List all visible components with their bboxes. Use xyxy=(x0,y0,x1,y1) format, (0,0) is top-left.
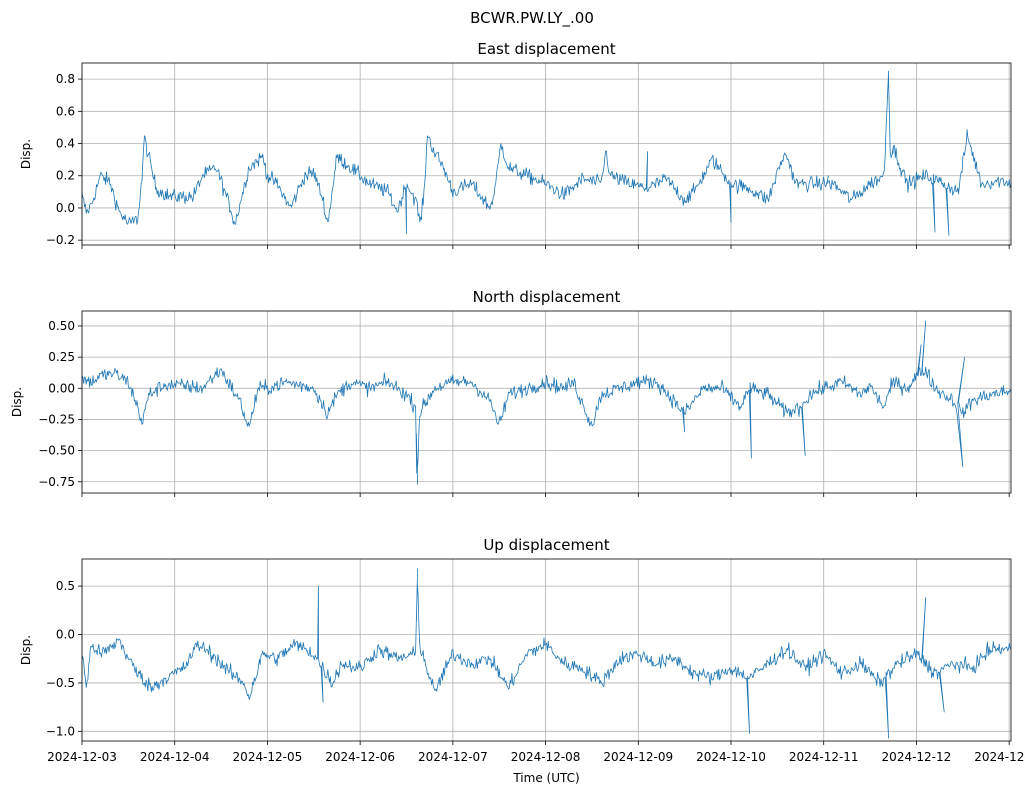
x-axis-label: Time (UTC) xyxy=(512,771,579,785)
up-ytick-label: −1.0 xyxy=(46,724,75,738)
xtick-label: 2024-12-04 xyxy=(140,750,210,764)
up-panel: −1.0 −0.5 0.0 0.5 2024-12-03 2024-12-04 2024-1… xyxy=(19,536,1025,764)
north-ytick-label: 0.00 xyxy=(48,381,75,395)
xtick-label: 2024-12-11 xyxy=(789,750,859,764)
north-ytick-label: −0.50 xyxy=(38,444,75,458)
north-grid xyxy=(81,311,1011,493)
north-series-line xyxy=(81,320,1012,485)
north-panel: −0.75 −0.50 −0.25 0.00 0.25 0.50 North displac… xyxy=(10,288,1012,497)
xtick-label: 2024-12-10 xyxy=(696,750,766,764)
xtick-label: 2024-12-07 xyxy=(418,750,488,764)
xtick-label: 2024-12-06 xyxy=(325,750,395,764)
up-ytick-label: −0.5 xyxy=(46,676,75,690)
east-ytick-label: 0.4 xyxy=(56,137,75,151)
north-ytick-label: −0.25 xyxy=(38,412,75,426)
xtick-label: 2024-12-08 xyxy=(511,750,581,764)
up-ylabel: Disp. xyxy=(19,635,33,665)
east-ytick-label: −0.2 xyxy=(46,233,75,247)
north-ylabel: Disp. xyxy=(10,387,24,417)
xtick-label: 2024-12-12 xyxy=(882,750,952,764)
east-axes-frame xyxy=(81,62,1012,246)
east-panel-title: East displacement xyxy=(477,40,615,58)
up-axes-frame xyxy=(81,558,1012,742)
xtick-label: 2024-12-05 xyxy=(233,750,303,764)
east-ytick-label: 0.8 xyxy=(56,72,75,86)
north-panel-title: North displacement xyxy=(473,288,621,306)
east-ytick-label: 0.2 xyxy=(56,169,75,183)
up-grid xyxy=(81,559,1011,741)
east-grid xyxy=(81,63,1011,245)
xtick-label: 2024-12-09 xyxy=(603,750,673,764)
up-panel-title: Up displacement xyxy=(483,536,609,554)
east-panel: −0.2 0.0 0.2 0.4 0.6 0.8 East displacement Disp… xyxy=(19,40,1012,249)
xtick-label: 2024-12-03 xyxy=(47,750,117,764)
north-ytick-label: 0.50 xyxy=(48,319,75,333)
east-ytick-label: 0.0 xyxy=(56,201,75,215)
figure-suptitle: BCWR.PW.LY_.00 xyxy=(470,9,594,28)
north-ytick-label: 0.25 xyxy=(48,350,75,364)
east-ytick-label: 0.6 xyxy=(56,104,75,118)
north-ytick-label: −0.75 xyxy=(38,475,75,489)
east-ylabel: Disp. xyxy=(19,139,33,169)
up-series-line xyxy=(81,568,1012,739)
east-series-line xyxy=(81,70,1012,236)
up-ytick-label: 0.5 xyxy=(56,579,75,593)
up-ytick-label: 0.0 xyxy=(56,628,75,642)
north-axes-frame xyxy=(81,310,1012,494)
xtick-label: 2024-12-13 xyxy=(974,750,1025,764)
